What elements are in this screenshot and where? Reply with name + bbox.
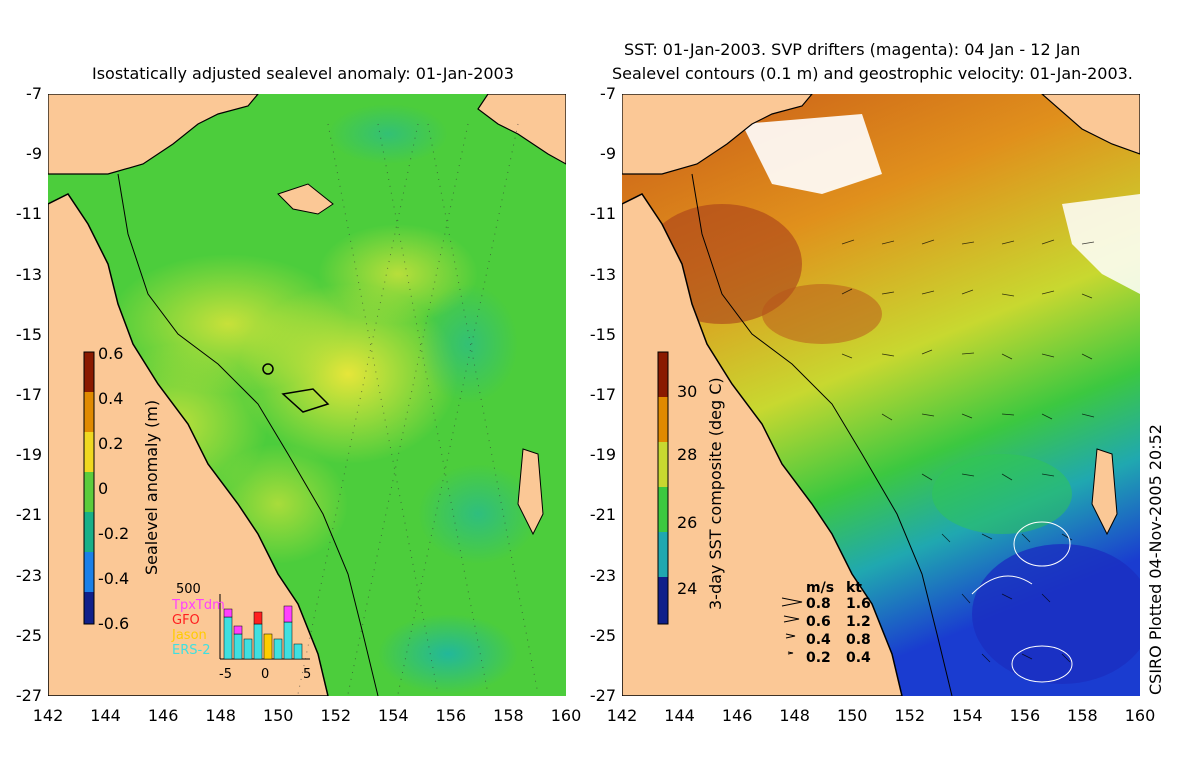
velocity-legend-kt: 1.2 xyxy=(846,614,871,630)
velocity-arrows xyxy=(841,239,1095,663)
right-lat-tick: -19 xyxy=(589,445,616,465)
velocity-legend-kt-header: kt xyxy=(846,580,863,596)
right-lon-tick: 158 xyxy=(1067,706,1098,725)
velocity-legend-kt: 0.4 xyxy=(846,650,871,666)
right-lon-tick: 148 xyxy=(779,706,810,725)
right-lat-tick: -9 xyxy=(600,144,616,164)
right-lat-tick: -7 xyxy=(600,84,616,103)
sealevel-colorbar xyxy=(83,351,95,625)
right-lon-tick: 154 xyxy=(952,706,983,725)
left-map-title: Isostatically adjusted sealevel anomaly:… xyxy=(92,64,514,83)
right-lat-tick: -27 xyxy=(589,686,616,705)
right-lon-tick: 160 xyxy=(1124,706,1156,725)
left-lon-tick: 156 xyxy=(435,706,467,725)
sealevel-cb-tick: 0.2 xyxy=(98,434,124,453)
left-lon-tick: 142 xyxy=(32,706,64,725)
right-map-title-line1: SST: 01-Jan-2003. SVP drifters (magenta)… xyxy=(624,40,1081,59)
sst-cb-tick: 26 xyxy=(677,513,698,532)
sealevel-contours xyxy=(971,521,1073,683)
sst-cb-tick: 30 xyxy=(677,382,698,401)
right-lon-tick: 146 xyxy=(721,706,753,725)
right-map-title-line2: Sealevel contours (0.1 m) and geostrophi… xyxy=(612,64,1133,83)
right-lat-tick: -15 xyxy=(589,324,616,344)
sat-label-ers2: ERS-2 xyxy=(172,643,211,658)
velocity-legend-ms: 0.8 xyxy=(806,596,831,612)
left-lon-tick: 148 xyxy=(205,706,236,725)
left-lat-tick: -7 xyxy=(26,84,42,103)
right-lon-tick: 152 xyxy=(894,706,926,725)
left-lat-tick: -11 xyxy=(15,204,42,224)
sealevel-anomaly-map xyxy=(48,94,566,696)
sealevel-cb-tick: -0.6 xyxy=(98,614,130,633)
sst-cb-title: 3-day SST composite (deg C) xyxy=(706,377,725,610)
left-lat-tick: -19 xyxy=(15,445,42,465)
right-lat-tick: -17 xyxy=(589,385,616,404)
right-lat-tick: -23 xyxy=(589,565,616,585)
sat-label-tpxtdm: TpxTdm xyxy=(172,598,225,613)
right-lat-tick: -21 xyxy=(589,505,616,525)
left-lon-tick: 158 xyxy=(493,706,524,725)
velocity-legend-ms-header: m/s xyxy=(806,580,835,596)
satellite-histogram xyxy=(219,594,310,660)
right-lon-tick: 144 xyxy=(664,706,695,725)
sat-label-gfo: GFO xyxy=(172,613,200,628)
left-lon-tick: 154 xyxy=(378,706,409,725)
left-lat-tick: -17 xyxy=(15,385,42,404)
sealevel-cb-title: Sealevel anomaly (m) xyxy=(142,399,161,575)
histogram-ymax: 500 xyxy=(176,582,201,597)
left-lat-tick: -25 xyxy=(15,625,42,645)
left-lat-tick: -21 xyxy=(15,505,42,525)
sst-cb-tick: 24 xyxy=(677,579,698,598)
sealevel-cb-tick: 0.4 xyxy=(98,389,124,408)
left-lon-tick: 150 xyxy=(262,706,294,725)
sealevel-cb-tick: 0 xyxy=(98,479,109,498)
plot-credit: CSIRO Plotted 04-Nov-2005 20:52 xyxy=(1146,424,1165,695)
right-lon-tick: 142 xyxy=(606,706,638,725)
left-lat-tick: -13 xyxy=(15,264,42,284)
left-lon-tick: 146 xyxy=(147,706,179,725)
histogram-xtick: 0 xyxy=(261,667,270,682)
velocity-legend-kt: 1.6 xyxy=(846,596,871,612)
sat-label-jason: Jason xyxy=(172,628,207,643)
left-lat-tick: -23 xyxy=(15,565,42,585)
sealevel-cb-tick: 0.6 xyxy=(98,344,124,363)
sealevel-cb-tick: -0.2 xyxy=(98,524,130,543)
histogram-xtick: -5 xyxy=(219,667,232,682)
right-lat-tick: -11 xyxy=(589,204,616,224)
left-lon-tick: 160 xyxy=(550,706,582,725)
velocity-legend-ms: 0.4 xyxy=(806,632,831,648)
left-lat-tick: -15 xyxy=(15,324,42,344)
left-lon-tick: 152 xyxy=(320,706,352,725)
right-lon-tick: 156 xyxy=(1009,706,1041,725)
velocity-legend-ms: 0.2 xyxy=(806,650,831,666)
sst-map xyxy=(622,94,1140,696)
velocity-legend-kt: 0.8 xyxy=(846,632,871,648)
sst-colorbar xyxy=(657,351,669,625)
histogram-xtick: 5 xyxy=(303,667,312,682)
left-lat-tick: -27 xyxy=(15,686,42,705)
left-lat-tick: -9 xyxy=(26,144,42,164)
left-lon-tick: 144 xyxy=(90,706,121,725)
velocity-legend-ms: 0.6 xyxy=(806,614,831,630)
sealevel-cb-tick: -0.4 xyxy=(98,569,130,588)
right-lon-tick: 150 xyxy=(836,706,868,725)
right-lat-tick: -25 xyxy=(589,625,616,645)
sst-cb-tick: 28 xyxy=(677,445,698,464)
right-lat-tick: -13 xyxy=(589,264,616,284)
